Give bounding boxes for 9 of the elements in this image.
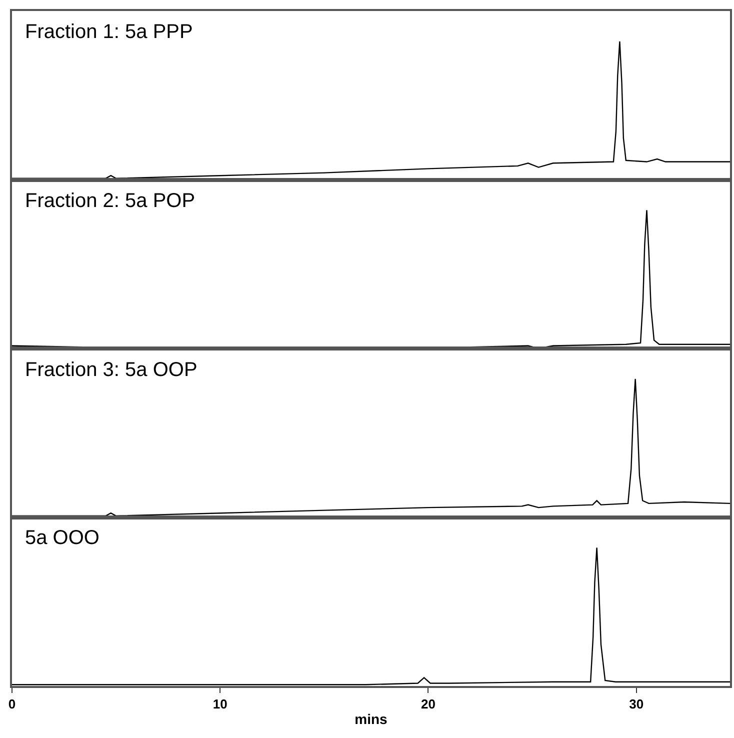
x-axis-title: mins — [354, 711, 388, 728]
x-tick-label: 30 — [629, 696, 644, 712]
x-tick-label: 20 — [420, 696, 436, 712]
chart-title: Fraction 2: 5a POP — [25, 190, 196, 212]
x-tick-label: 10 — [212, 696, 228, 712]
x-tick-label: 0 — [8, 696, 16, 712]
chart-title: Fraction 3: 5a OOP — [25, 359, 198, 381]
chart-title: Fraction 1: 5a PPP — [25, 21, 193, 43]
chart-title: 5a OOO — [25, 527, 100, 549]
